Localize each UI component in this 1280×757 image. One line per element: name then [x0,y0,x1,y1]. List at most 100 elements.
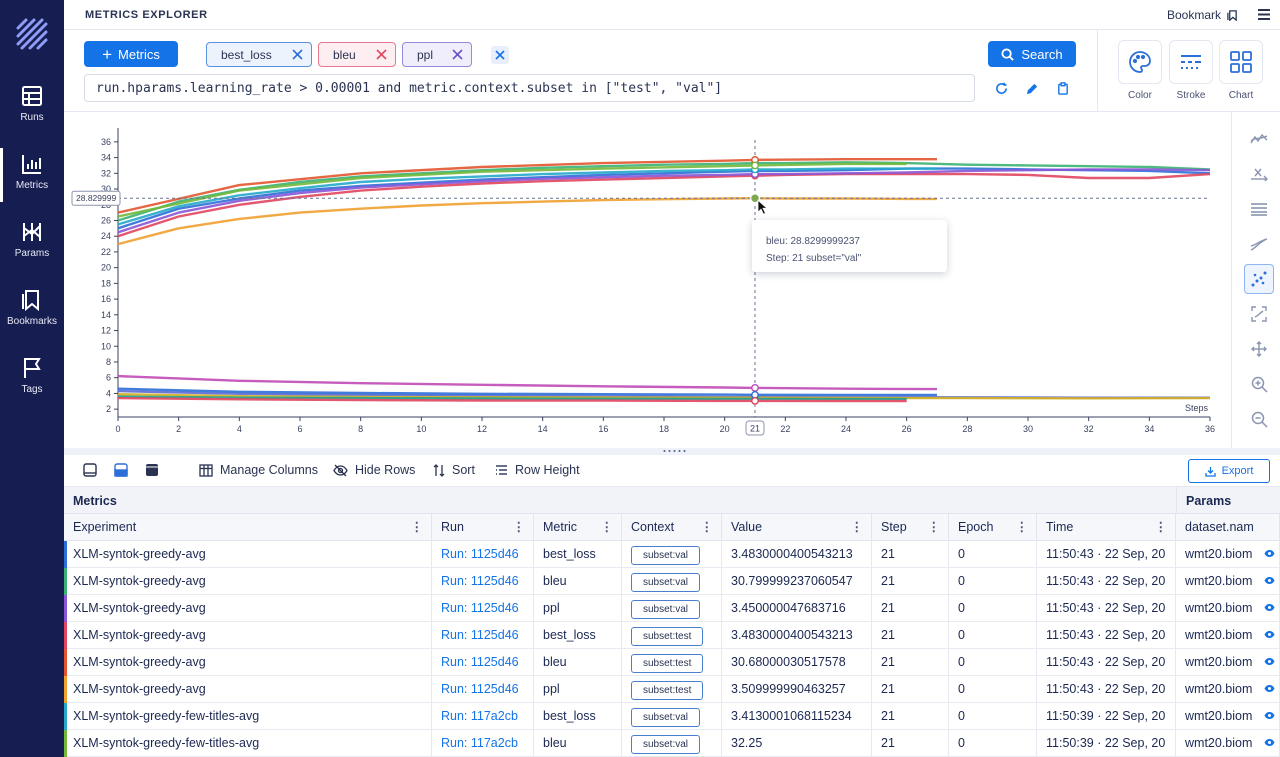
sidebar-item-metrics[interactable]: Metrics [0,144,64,206]
column-header-step[interactable]: Step ⋮ [872,514,949,541]
menu-icon[interactable] [1258,9,1270,20]
column-header-dataset[interactable]: dataset.nam [1176,514,1280,541]
eye-icon[interactable] [1264,711,1275,720]
series-line[interactable] [117,161,1211,222]
cell-run[interactable]: Run: 1125d46 [432,676,534,703]
aim-logo[interactable] [14,16,50,52]
column-menu-icon[interactable]: ⋮ [850,520,863,534]
table-row[interactable]: XLM-syntok-greedy-avg Run: 1125d46 bleu sub… [64,649,1280,676]
remove-chip-icon[interactable] [375,48,388,61]
sidebar-item-tags[interactable]: Tags [0,348,64,410]
cell-run[interactable]: Run: 1125d46 [432,649,534,676]
column-menu-icon[interactable]: ⋮ [700,520,713,534]
metrics-chart[interactable]: 2468101214161820222426283032343602468101… [64,112,1232,450]
cell-run[interactable]: Run: 117a2cb [432,730,534,757]
table-half-icon[interactable] [114,463,128,477]
panel-resizer[interactable] [64,448,1280,455]
bookmark-button[interactable]: Bookmark [1167,8,1238,22]
table-full-icon[interactable] [145,463,159,477]
series-line[interactable] [117,387,937,397]
column-header-metric[interactable]: Metric ⋮ [534,514,622,541]
column-menu-icon[interactable]: ⋮ [927,520,940,534]
query-expression-input[interactable]: run.hparams.learning_rate > 0.00001 and … [84,74,975,102]
clear-chips-button[interactable] [491,46,509,64]
column-header-epoch[interactable]: Epoch ⋮ [949,514,1037,541]
resize-grip-icon[interactable] [662,449,686,453]
eye-icon[interactable] [1264,603,1275,612]
sidebar-item-runs[interactable]: Runs [0,76,64,138]
eye-icon[interactable] [1264,549,1275,558]
move-button[interactable] [1244,334,1274,364]
line-chart-svg[interactable]: 2468101214161820222426283032343602468101… [64,112,1232,450]
remove-chip-icon[interactable] [451,48,464,61]
table-row[interactable]: XLM-syntok-greedy-avg Run: 1125d46 bleu sub… [64,568,1280,595]
column-menu-icon[interactable]: ⋮ [1015,520,1028,534]
cell-run[interactable]: Run: 1125d46 [432,541,534,568]
cell-run[interactable]: Run: 1125d46 [432,568,534,595]
series-line[interactable] [117,168,1211,234]
column-header-time[interactable]: Time ⋮ [1037,514,1176,541]
table-row[interactable]: XLM-syntok-greedy-avg Run: 1125d46 best_lo… [64,541,1280,568]
cell-run[interactable]: Run: 117a2cb [432,703,534,730]
copy-query-button[interactable] [1051,76,1075,100]
table-row[interactable]: XLM-syntok-greedy-avg Run: 1125d46 ppl subs… [64,676,1280,703]
hover-point[interactable] [751,396,759,405]
add-metrics-button[interactable]: + Metrics [84,41,178,67]
zoom-in-button[interactable] [1244,369,1274,399]
column-header-context[interactable]: Context ⋮ [622,514,722,541]
zoom-out-button[interactable] [1244,404,1274,434]
series-line[interactable] [117,172,1211,238]
hover-point[interactable] [751,161,759,170]
table-row[interactable]: XLM-syntok-greedy-avg Run: 1125d46 ppl subs… [64,595,1280,622]
remove-chip-icon[interactable] [291,48,304,61]
sidebar-item-bookmarks[interactable]: Bookmarks [0,280,64,342]
table-collapse-icon[interactable] [83,463,97,477]
series-line[interactable] [117,162,907,218]
hover-point[interactable] [751,384,759,392]
metric-chip-bleu[interactable]: bleu [318,42,396,67]
eye-icon[interactable] [1264,630,1275,639]
eye-icon[interactable] [1264,576,1275,585]
column-header-value[interactable]: Value ⋮ [722,514,872,541]
table-row[interactable]: XLM-syntok-greedy-few-titles-avg Run: 117… [64,703,1280,730]
metric-chip-ppl[interactable]: ppl [402,42,472,67]
export-button[interactable]: Export [1188,459,1270,483]
sort-button[interactable]: Sort [433,463,475,477]
eye-icon[interactable] [1264,657,1275,666]
table-row[interactable]: XLM-syntok-greedy-avg Run: 1125d46 best_lo… [64,622,1280,649]
table-row[interactable]: XLM-syntok-greedy-few-titles-avg Run: 117… [64,730,1280,757]
series-line[interactable] [117,158,937,214]
sidebar-item-params[interactable]: Params [0,212,64,274]
series-line[interactable] [117,395,907,401]
series-line[interactable] [117,167,937,226]
column-header-experiment[interactable]: Experiment ⋮ [64,514,432,541]
reset-query-button[interactable] [989,76,1013,100]
manage-columns-button[interactable]: Manage Columns [199,463,318,477]
search-button[interactable]: Search [988,41,1076,67]
column-menu-icon[interactable]: ⋮ [512,520,525,534]
column-menu-icon[interactable]: ⋮ [410,520,423,534]
cell-run[interactable]: Run: 1125d46 [432,622,534,649]
series-line[interactable] [117,396,907,403]
chart-control[interactable]: Chart [1218,40,1264,104]
column-header-run[interactable]: Run ⋮ [432,514,534,541]
metric-chip-best-loss[interactable]: best_loss [206,42,312,67]
cell-run[interactable]: Run: 1125d46 [432,595,534,622]
series-line[interactable] [117,374,938,391]
eye-icon[interactable] [1264,738,1275,747]
row-height-button[interactable]: Row Height [495,463,580,477]
column-menu-icon[interactable]: ⋮ [1154,520,1167,534]
column-menu-icon[interactable]: ⋮ [600,520,613,534]
highlight-points-button[interactable] [1244,264,1274,294]
edit-query-button[interactable] [1020,76,1044,100]
smoothing-button[interactable] [1244,124,1274,154]
hide-rows-button[interactable]: Hide Rows [333,463,415,477]
active-hover-point[interactable] [749,192,761,204]
color-control[interactable]: Color [1117,40,1163,104]
stroke-control[interactable]: Stroke [1168,40,1214,104]
curve-button[interactable] [1244,229,1274,259]
align-button[interactable] [1244,194,1274,224]
zoom-mode-button[interactable] [1244,299,1274,329]
axes-scale-button[interactable] [1244,159,1274,189]
eye-icon[interactable] [1264,684,1275,693]
